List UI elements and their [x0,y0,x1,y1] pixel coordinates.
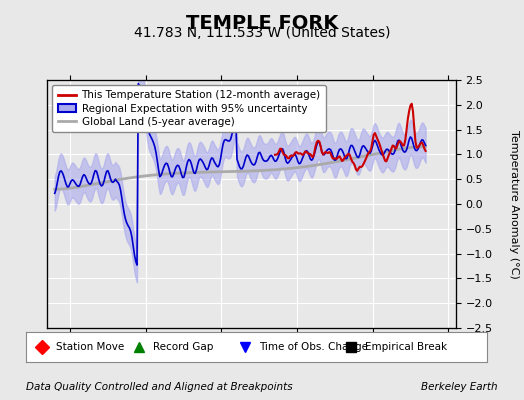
Y-axis label: Temperature Anomaly (°C): Temperature Anomaly (°C) [509,130,519,278]
Text: TEMPLE FORK: TEMPLE FORK [186,14,338,33]
Text: Time of Obs. Change: Time of Obs. Change [259,342,368,352]
Text: 41.783 N, 111.533 W (United States): 41.783 N, 111.533 W (United States) [134,26,390,40]
Text: Berkeley Earth: Berkeley Earth [421,382,498,392]
Legend: This Temperature Station (12-month average), Regional Expectation with 95% uncer: This Temperature Station (12-month avera… [52,85,326,132]
Text: Station Move: Station Move [56,342,124,352]
Text: Data Quality Controlled and Aligned at Breakpoints: Data Quality Controlled and Aligned at B… [26,382,293,392]
Text: Record Gap: Record Gap [153,342,213,352]
Text: Empirical Break: Empirical Break [365,342,447,352]
